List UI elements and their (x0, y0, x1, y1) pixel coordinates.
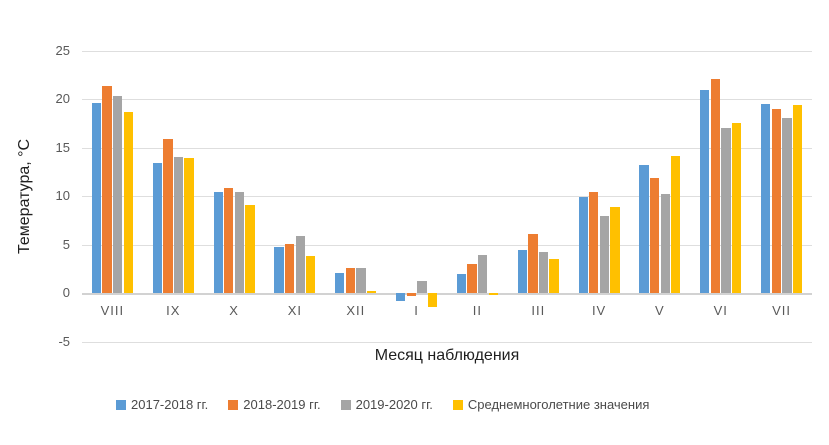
gridline (82, 99, 812, 101)
x-tick-label: V (655, 303, 665, 318)
x-tick-label: VI (713, 303, 728, 318)
bar-XII-series4 (366, 291, 377, 294)
bar-IX-series3 (173, 156, 184, 294)
bar-I-series4 (427, 293, 438, 307)
legend-swatch (452, 399, 463, 410)
bar-III-series3 (538, 251, 549, 294)
bar-X-series3 (234, 191, 245, 294)
bar-XI-series1 (274, 246, 284, 294)
bar-III-series1 (517, 249, 527, 294)
bar-II-series1 (456, 273, 467, 294)
bar-VIII-series3 (113, 95, 123, 294)
legend-swatch (116, 399, 126, 410)
y-tick-label: -5 (58, 333, 70, 349)
bar-VI-series4 (731, 122, 742, 294)
bar-VII-series3 (782, 117, 792, 294)
x-tick-label: XII (346, 303, 366, 318)
bar-III-series2 (528, 234, 538, 294)
bar-V-series4 (671, 155, 681, 294)
bar-VI-series2 (710, 79, 721, 294)
bar-X-series2 (224, 187, 234, 294)
bar-IV-series2 (589, 191, 599, 294)
bar-VIII-series4 (123, 112, 133, 294)
gridline (82, 51, 812, 52)
x-tick-label: I (414, 303, 419, 318)
bar-VI-series1 (700, 89, 710, 294)
x-tick-label: III (531, 303, 546, 318)
bar-IV-series3 (599, 215, 610, 294)
bar-V-series3 (660, 194, 670, 294)
bar-XI-series3 (295, 236, 305, 294)
bar-I-series3 (417, 280, 427, 294)
legend-swatch (228, 399, 239, 410)
bar-XII-series2 (345, 268, 356, 294)
bar-VII-series2 (771, 109, 781, 294)
legend-item: 2018-2019 гг. (228, 397, 321, 412)
bar-V-series1 (639, 165, 649, 294)
y-tick-label: 0 (62, 285, 70, 301)
x-axis-title: Месяц наблюдения (374, 347, 520, 364)
bar-I-series1 (396, 293, 406, 302)
bar-IX-series2 (163, 139, 173, 294)
legend-label: Среднемноголетние значения (467, 397, 650, 412)
bar-IV-series4 (610, 207, 620, 294)
y-tick-label: 5 (62, 236, 70, 252)
bar-XI-series2 (284, 243, 295, 294)
bar-IX-series4 (184, 157, 194, 294)
bar-VIII-series2 (102, 85, 112, 294)
bar-II-series2 (467, 264, 477, 294)
y-tick-label: 20 (55, 91, 70, 107)
gridline (82, 244, 812, 246)
bar-VI-series3 (721, 127, 731, 294)
gridline (82, 147, 812, 149)
bar-II-series3 (478, 254, 488, 294)
bar-V-series2 (649, 177, 660, 294)
bar-IX-series1 (152, 163, 163, 294)
x-tick-label: II (472, 303, 482, 318)
x-tick-label: X (229, 303, 239, 318)
legend-item: Среднемноголетние значения (452, 397, 650, 412)
legend-label: 2017-2018 гг. (131, 397, 209, 412)
legend: 2017-2018 гг. 2018-2019 гг. 2019-2020 гг. С… (116, 397, 649, 412)
bar-III-series4 (549, 259, 559, 294)
bar-XII-series1 (335, 272, 345, 294)
bar-IV-series1 (578, 197, 588, 294)
gridline (82, 196, 812, 198)
y-tick-label: 25 (55, 43, 70, 58)
legend-item: 2019-2020 гг. (340, 397, 433, 412)
x-tick-label: VIII (100, 303, 125, 318)
bar-XII-series3 (356, 268, 366, 294)
bar-II-series4 (488, 293, 498, 296)
x-tick-label: VII (772, 303, 792, 318)
x-tick-label: IV (591, 303, 607, 318)
bar-VII-series1 (761, 104, 771, 294)
x-axis-line (82, 293, 812, 296)
x-tick-label: IX (166, 303, 181, 318)
bar-X-series1 (213, 191, 223, 294)
legend-item: 2017-2018 гг. (116, 397, 208, 412)
legend-label: 2019-2020 гг. (355, 397, 433, 412)
bar-I-series2 (406, 293, 416, 297)
bar-X-series4 (245, 205, 255, 294)
y-tick-label: 15 (55, 139, 70, 155)
legend-label: 2018-2019 гг. (243, 397, 321, 412)
gridline (82, 341, 812, 343)
x-tick-label: XI (287, 303, 303, 318)
legend-swatch (340, 399, 351, 410)
bar-XI-series4 (306, 256, 316, 294)
y-tick-label: 10 (55, 188, 70, 204)
bar-VIII-series1 (91, 103, 102, 294)
bar-VII-series4 (792, 105, 803, 294)
